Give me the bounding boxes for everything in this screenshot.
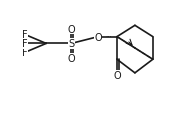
Text: O: O bbox=[68, 24, 75, 34]
Text: O: O bbox=[94, 32, 102, 42]
Text: S: S bbox=[68, 39, 74, 49]
Text: O: O bbox=[68, 54, 75, 64]
Text: O: O bbox=[113, 70, 121, 80]
Text: ···: ··· bbox=[105, 34, 112, 40]
Text: F: F bbox=[22, 39, 27, 49]
Text: F: F bbox=[22, 48, 27, 58]
Text: F: F bbox=[22, 30, 27, 40]
